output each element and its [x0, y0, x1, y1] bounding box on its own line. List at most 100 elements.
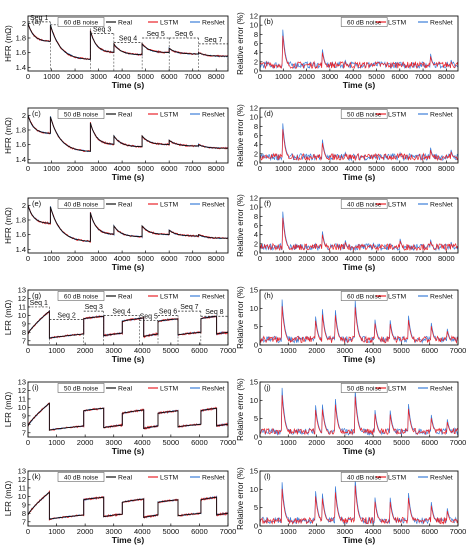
legend-label: LSTM	[388, 386, 406, 393]
series-line-lstm	[28, 204, 228, 243]
x-tick-label: 0	[258, 254, 262, 263]
axes-frame	[259, 470, 459, 527]
legend-label: ResNet	[202, 294, 225, 301]
y-tick-label: 0	[254, 67, 258, 76]
y-tick-label: 0	[254, 522, 258, 531]
y-tick-label: 10	[18, 311, 26, 320]
axes-frame	[27, 289, 229, 346]
legend-label: LSTM	[388, 202, 406, 209]
sequence-label: Seq 5	[146, 31, 164, 38]
series-line-resnet	[260, 299, 458, 344]
x-tick-label: 3000	[90, 164, 107, 173]
y-tick-label: 10	[250, 304, 258, 313]
y-tick-label: 10	[250, 485, 258, 494]
x-tick-label: 6000	[421, 346, 438, 355]
legend-label: LSTM	[160, 386, 178, 393]
y-axis-label: HFR (mΩ)	[4, 207, 13, 244]
y-tick-label: 11	[18, 302, 26, 311]
x-tick-label: 1000	[280, 527, 297, 536]
noise-label-box	[340, 199, 388, 209]
series-line-resnet	[260, 29, 458, 70]
axes-frame	[27, 15, 229, 72]
axes-frame	[259, 289, 459, 346]
x-tick-label: 5000	[137, 72, 154, 81]
series-line-lstm	[260, 395, 458, 436]
plot-area	[28, 489, 228, 521]
series-line-real	[28, 115, 228, 152]
y-tick-label: 7	[22, 517, 26, 526]
sequence-label: Seq 1	[30, 15, 48, 22]
x-tick-label: 6000	[161, 164, 178, 173]
panel-h: 0 1000 2000 3000 4000 5000 6000 7000 0 5 10 15 Time …	[236, 286, 466, 365]
series-line-resnet	[260, 478, 458, 525]
sequence-label: Seq 3	[85, 304, 103, 311]
y-tick-label: 4	[254, 48, 258, 57]
axes-frame	[259, 381, 459, 438]
x-tick-label: 2000	[67, 254, 84, 263]
y-tick-label: 15	[250, 286, 258, 295]
x-tick-label: 2000	[77, 438, 94, 447]
x-tick-label: 4000	[345, 164, 362, 173]
x-axis-label: Time (s)	[343, 172, 376, 182]
plot-area	[28, 204, 228, 243]
plot-area	[260, 29, 458, 70]
x-tick-label: 3000	[105, 527, 122, 536]
x-tick-label: 4000	[345, 72, 362, 81]
noise-label-box	[340, 17, 388, 27]
panel-j: 0 1000 2000 3000 4000 5000 6000 7000 0 5 10 15 Time …	[236, 378, 466, 457]
sequence-label: Seq 6	[175, 31, 193, 38]
panel-label: (f)	[264, 199, 272, 208]
x-tick-label: 2000	[77, 527, 94, 536]
panel-d: 0 1000 2000 3000 4000 5000 6000 7000 8000 0246810…	[236, 104, 459, 182]
x-tick-label: 7000	[450, 346, 466, 355]
y-tick-label: 0	[254, 433, 258, 442]
noise-label: 50 dB noise	[347, 112, 382, 119]
series-line-lstm	[260, 217, 458, 252]
y-tick-label: 4	[254, 140, 258, 149]
y-axis-label: LFR (mΩ)	[4, 300, 13, 336]
x-tick-label: 4000	[134, 527, 151, 536]
y-tick-label: 1.4	[16, 245, 26, 254]
noise-label-box	[57, 383, 105, 393]
x-tick-label: 3000	[322, 254, 339, 263]
x-tick-label: 0	[26, 72, 30, 81]
plot-area	[260, 299, 458, 344]
x-tick-label: 1000	[275, 254, 292, 263]
legend-label: LSTM	[388, 475, 406, 482]
y-tick-label: 8	[254, 30, 258, 39]
noise-label-box	[57, 291, 105, 301]
x-tick-label: 7000	[220, 438, 237, 447]
x-tick-label: 1000	[280, 438, 297, 447]
noise-label-box	[57, 199, 105, 209]
noise-label: 50 dB noise	[347, 386, 382, 393]
noise-label: 60 dB noise	[64, 20, 99, 27]
sequence-label: Seq 1	[30, 300, 48, 307]
y-tick-label: 1.6	[16, 230, 26, 239]
y-tick-label: 13	[18, 286, 26, 295]
x-tick-label: 8000	[208, 72, 225, 81]
sequence-label: Seq 4	[112, 308, 130, 315]
y-tick-label: 9	[22, 411, 26, 420]
x-tick-label: 6000	[191, 527, 208, 536]
panel-label: (g)	[32, 291, 42, 300]
x-axis-label: Time (s)	[343, 446, 376, 456]
noise-label-box	[57, 17, 105, 27]
panel-label: (i)	[32, 383, 39, 392]
x-tick-label: 4000	[365, 438, 382, 447]
sequence-label: Seq 3	[93, 27, 111, 34]
series-line-real	[28, 23, 228, 60]
x-tick-label: 3000	[322, 72, 339, 81]
legend-label: ResNet	[202, 475, 225, 482]
x-tick-label: 7000	[450, 527, 466, 536]
y-axis-label: Relative error (%)	[236, 467, 245, 530]
series-line-resnet	[260, 123, 458, 162]
series-line-lstm	[260, 129, 458, 162]
x-tick-label: 7000	[184, 164, 201, 173]
y-tick-label: 1.4	[16, 155, 26, 164]
y-tick-label: 0	[254, 249, 258, 258]
legend-label: ResNet	[430, 202, 453, 209]
x-tick-label: 6000	[191, 438, 208, 447]
plot-area	[260, 123, 458, 162]
panel-label: (d)	[264, 109, 274, 118]
x-tick-label: 1000	[48, 438, 65, 447]
